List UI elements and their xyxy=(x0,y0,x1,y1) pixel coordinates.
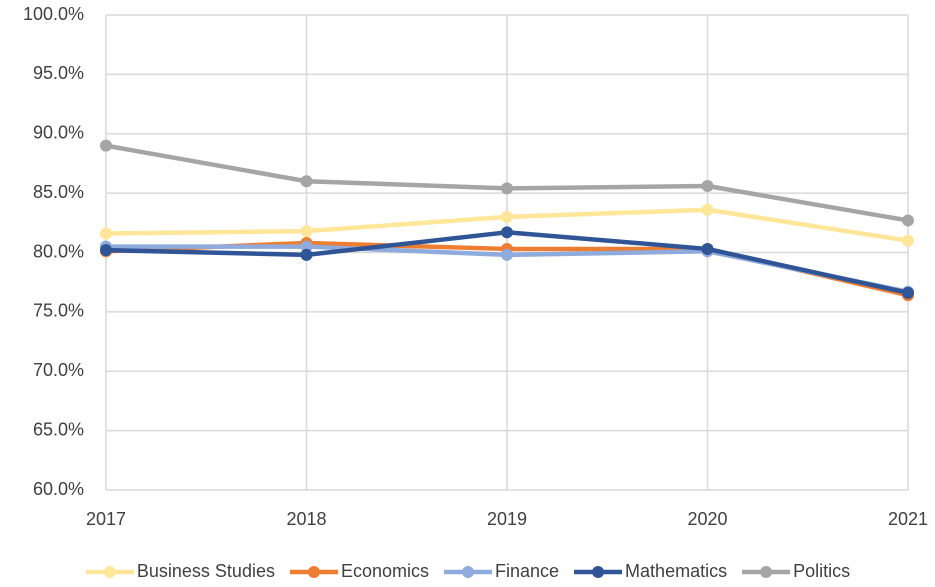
legend-label: Economics xyxy=(341,561,429,581)
data-point xyxy=(501,248,513,261)
x-tick-label: 2018 xyxy=(286,509,326,529)
data-point xyxy=(701,180,714,192)
data-point xyxy=(300,225,313,238)
y-tick-label: 75.0% xyxy=(33,301,84,321)
legend-marker xyxy=(462,566,474,578)
data-point xyxy=(100,227,112,240)
x-tick-label: 2020 xyxy=(687,509,727,529)
data-point xyxy=(902,234,914,247)
x-tick-label: 2021 xyxy=(888,509,928,529)
y-tick-label: 70.0% xyxy=(33,360,84,380)
data-point xyxy=(300,175,313,188)
legend-marker xyxy=(103,566,116,578)
data-point xyxy=(100,139,112,152)
data-point xyxy=(501,210,513,223)
data-point xyxy=(701,242,714,255)
y-tick-label: 80.0% xyxy=(33,241,84,261)
data-point xyxy=(902,214,914,227)
data-point xyxy=(701,203,714,216)
y-tick-label: 65.0% xyxy=(33,419,84,439)
legend-label: Politics xyxy=(793,561,850,581)
legend-label: Finance xyxy=(495,561,559,581)
x-tick-label: 2017 xyxy=(86,509,126,529)
x-tick-label: 2019 xyxy=(487,509,527,529)
data-point xyxy=(501,182,513,195)
legend-label: Business Studies xyxy=(137,561,275,581)
legend-marker xyxy=(760,566,773,578)
y-tick-label: 60.0% xyxy=(33,479,84,499)
data-point xyxy=(300,240,313,253)
legend-marker xyxy=(592,566,605,578)
y-tick-label: 95.0% xyxy=(33,63,84,83)
y-tick-label: 100.0% xyxy=(23,4,84,24)
data-point xyxy=(300,248,313,261)
data-point xyxy=(902,286,914,299)
legend-marker xyxy=(307,566,320,578)
y-tick-label: 90.0% xyxy=(33,123,84,143)
legend-label: Mathematics xyxy=(625,561,727,581)
data-point xyxy=(100,244,112,257)
y-tick-label: 85.0% xyxy=(33,182,84,202)
data-point xyxy=(501,226,513,239)
